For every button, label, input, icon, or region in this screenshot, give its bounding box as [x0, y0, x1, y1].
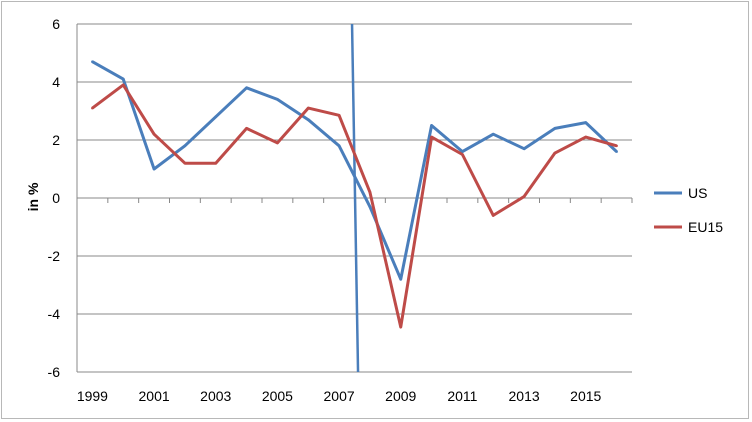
data-point-us [399, 277, 403, 281]
data-point-us [152, 167, 156, 171]
y-tick-label: 0 [52, 190, 60, 206]
x-tick-label: 1999 [77, 388, 108, 404]
y-tick-label: -2 [48, 248, 61, 264]
data-point-us [584, 121, 588, 124]
data-point-us [368, 205, 372, 208]
x-tick-label: 2005 [262, 388, 293, 404]
data-point-us [615, 150, 618, 153]
legend-label: US [688, 185, 707, 201]
annotations [350, 23, 360, 373]
data-point-eu15 [430, 135, 433, 139]
data-point-eu15 [306, 106, 310, 110]
legend: US EU15 [654, 185, 723, 235]
data-point-eu15 [615, 144, 618, 148]
x-tick-label: 2003 [200, 388, 231, 404]
data-point-us [276, 98, 279, 101]
y-tick-label: 6 [52, 16, 60, 32]
data-point-eu15 [522, 195, 526, 198]
y-tick-label: 4 [52, 74, 60, 90]
data-point-us [553, 127, 557, 130]
y-tick-label: 2 [52, 132, 60, 148]
data-point-eu15 [553, 151, 557, 155]
y-tick-label: -4 [48, 306, 61, 322]
x-axis-ticks: 1999 2001 2003 2005 2007 2009 2011 2013 2015 [77, 388, 602, 404]
data-point-eu15 [183, 161, 187, 165]
data-point-eu15 [121, 83, 125, 87]
data-point-us [461, 150, 464, 153]
data-point-eu15 [461, 153, 464, 156]
data-point-us [337, 144, 341, 148]
data-point-us [214, 115, 218, 119]
gridlines [77, 23, 632, 373]
data-point-eu15 [337, 114, 341, 117]
data-point-eu15 [276, 141, 279, 145]
series-line-us [91, 60, 618, 281]
x-tick-label: 2001 [139, 388, 170, 404]
data-point-us [91, 60, 94, 63]
y-tick-label: -6 [48, 364, 61, 380]
data-point-us [121, 77, 125, 81]
data-point-us [183, 144, 187, 148]
x-tick-label: 2009 [385, 388, 416, 404]
legend-label: EU15 [688, 219, 723, 235]
data-point-eu15 [368, 190, 372, 194]
y-axis-label: in % [25, 182, 41, 211]
series-line-eu15 [91, 83, 617, 329]
x-tick-label: 2015 [570, 388, 601, 404]
data-point-eu15 [214, 161, 218, 165]
data-point-us [245, 86, 248, 90]
data-point-eu15 [584, 135, 588, 139]
data-point-us [306, 118, 310, 121]
vertical-marker-line [350, 23, 360, 373]
data-point-eu15 [491, 214, 495, 217]
data-point-eu15 [399, 325, 403, 329]
y-axis-ticks: -6 -4 -2 0 2 4 6 [48, 16, 61, 380]
data-point-us [430, 124, 433, 127]
x-tick-label: 2007 [324, 388, 355, 404]
data-point-eu15 [245, 127, 248, 130]
x-tick-label: 2013 [509, 388, 540, 404]
data-point-us [522, 147, 526, 150]
x-tick-label: 2011 [447, 388, 477, 404]
series-lines [91, 60, 618, 329]
data-point-eu15 [91, 106, 94, 110]
data-point-eu15 [152, 132, 156, 136]
data-point-us [491, 132, 495, 136]
